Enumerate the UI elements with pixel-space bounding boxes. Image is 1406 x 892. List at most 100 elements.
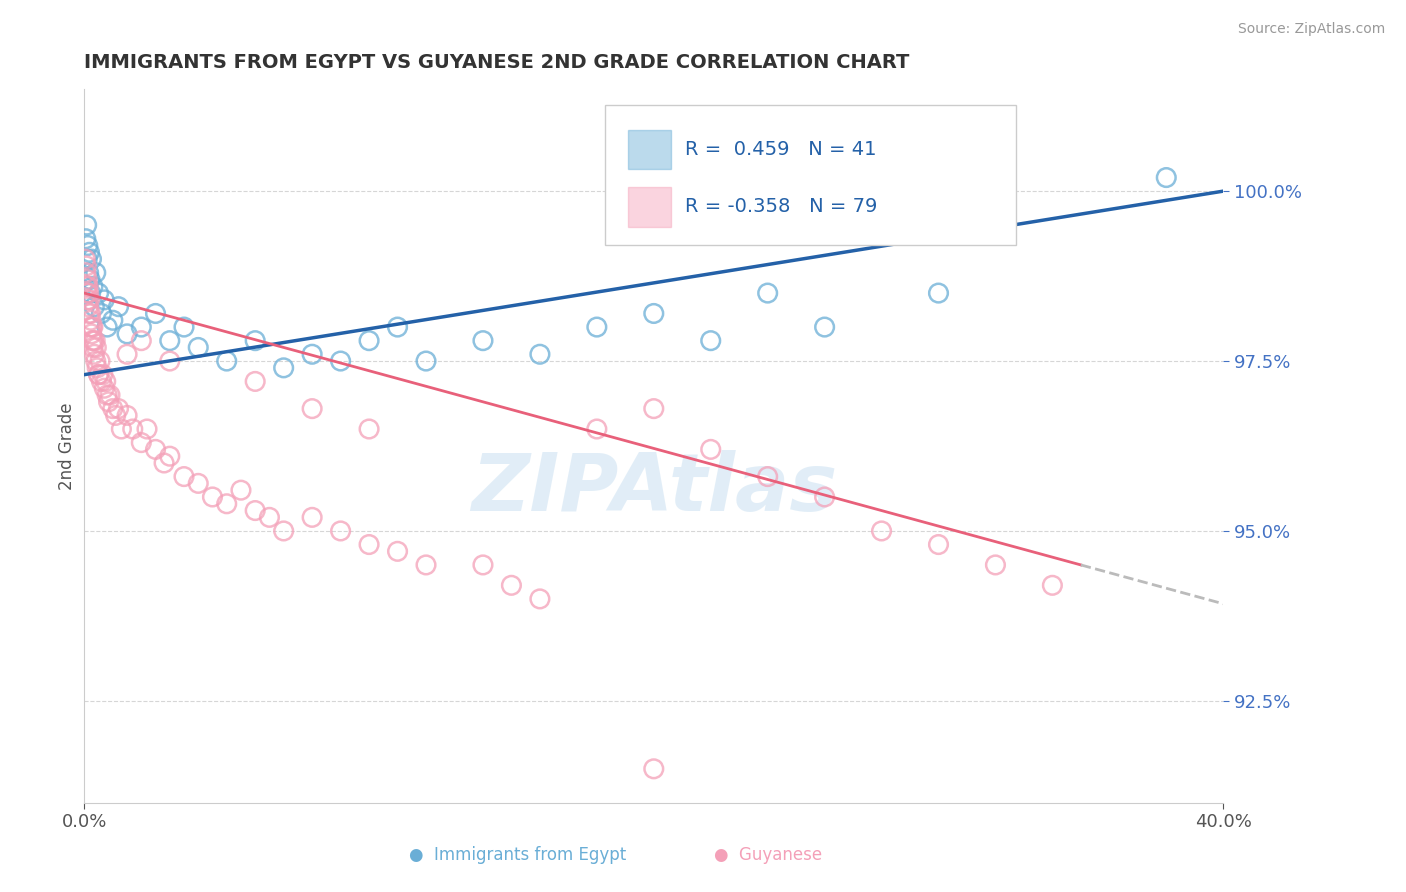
Point [329, 524, 352, 538]
Point [82, 320, 104, 334]
Text: ZIPAtlas: ZIPAtlas [471, 450, 837, 528]
Point [586, 422, 609, 436]
Point [215, 354, 238, 368]
Text: IMMIGRANTS FROM EGYPT VS GUYANESE 2ND GRADE CORRELATION CHART: IMMIGRANTS FROM EGYPT VS GUYANESE 2ND GR… [84, 54, 910, 72]
Point [173, 320, 195, 334]
Point [301, 401, 323, 416]
Point [82, 334, 104, 348]
Point [1156, 170, 1178, 185]
Point [115, 409, 138, 423]
Point [814, 490, 837, 504]
Point [101, 401, 124, 416]
FancyBboxPatch shape [605, 105, 1017, 244]
Y-axis label: 2nd Grade: 2nd Grade [58, 402, 76, 490]
Point [187, 476, 209, 491]
Text: ●  Guyanese: ● Guyanese [714, 846, 821, 863]
Point [472, 334, 495, 348]
Point [76, 238, 98, 252]
Point [359, 334, 381, 348]
Point [159, 334, 181, 348]
Point [90, 375, 112, 389]
Point [259, 510, 281, 524]
Text: Source: ZipAtlas.com: Source: ZipAtlas.com [1237, 22, 1385, 37]
Point [79, 306, 101, 320]
Point [80, 320, 103, 334]
Point [93, 381, 115, 395]
Point [75, 252, 97, 266]
Point [76, 252, 98, 266]
Point [96, 388, 118, 402]
Point [90, 306, 112, 320]
Point [110, 422, 132, 436]
Point [96, 320, 118, 334]
Point [76, 218, 98, 232]
Point [756, 286, 779, 301]
Point [115, 347, 138, 361]
Point [756, 469, 779, 483]
Point [84, 334, 107, 348]
Point [76, 286, 98, 301]
Point [159, 354, 181, 368]
Point [80, 326, 103, 341]
Point [136, 422, 159, 436]
Point [93, 293, 115, 307]
Point [145, 306, 167, 320]
Point [97, 394, 120, 409]
Point [79, 272, 101, 286]
Point [121, 422, 143, 436]
Point [153, 456, 176, 470]
Point [928, 286, 950, 301]
Point [301, 347, 323, 361]
Point [387, 320, 409, 334]
Point [79, 245, 101, 260]
Point [273, 524, 295, 538]
Point [76, 293, 98, 307]
Point [145, 442, 167, 457]
Point [870, 524, 893, 538]
Text: ●  Immigrants from Egypt: ● Immigrants from Egypt [409, 846, 626, 863]
Point [245, 503, 267, 517]
Point [107, 401, 129, 416]
Point [79, 293, 101, 307]
Point [87, 368, 110, 382]
Point [472, 558, 495, 572]
Point [80, 252, 103, 266]
Text: R = -0.358   N = 79: R = -0.358 N = 79 [685, 197, 877, 217]
Point [245, 375, 267, 389]
Point [94, 375, 117, 389]
Point [415, 354, 437, 368]
Point [77, 266, 100, 280]
Point [75, 259, 97, 273]
Point [131, 435, 153, 450]
Point [273, 360, 295, 375]
Point [301, 510, 323, 524]
Point [643, 306, 665, 320]
Point [75, 232, 97, 246]
Text: R =  0.459   N = 41: R = 0.459 N = 41 [685, 140, 876, 160]
Point [82, 334, 104, 348]
Point [76, 279, 98, 293]
Point [98, 388, 121, 402]
Point [245, 334, 267, 348]
Point [387, 544, 409, 558]
Point [131, 320, 153, 334]
Point [86, 360, 108, 375]
Point [329, 354, 352, 368]
Point [91, 368, 114, 382]
Point [1042, 578, 1064, 592]
Point [86, 341, 108, 355]
Point [928, 537, 950, 551]
Point [80, 313, 103, 327]
Point [77, 279, 100, 293]
Point [101, 313, 124, 327]
Point [79, 286, 101, 301]
Point [586, 320, 609, 334]
Point [700, 442, 723, 457]
Point [131, 334, 153, 348]
Point [643, 401, 665, 416]
Point [87, 286, 110, 301]
Point [83, 347, 105, 361]
Point [84, 354, 107, 368]
Point [89, 354, 111, 368]
Bar [627, 130, 671, 169]
